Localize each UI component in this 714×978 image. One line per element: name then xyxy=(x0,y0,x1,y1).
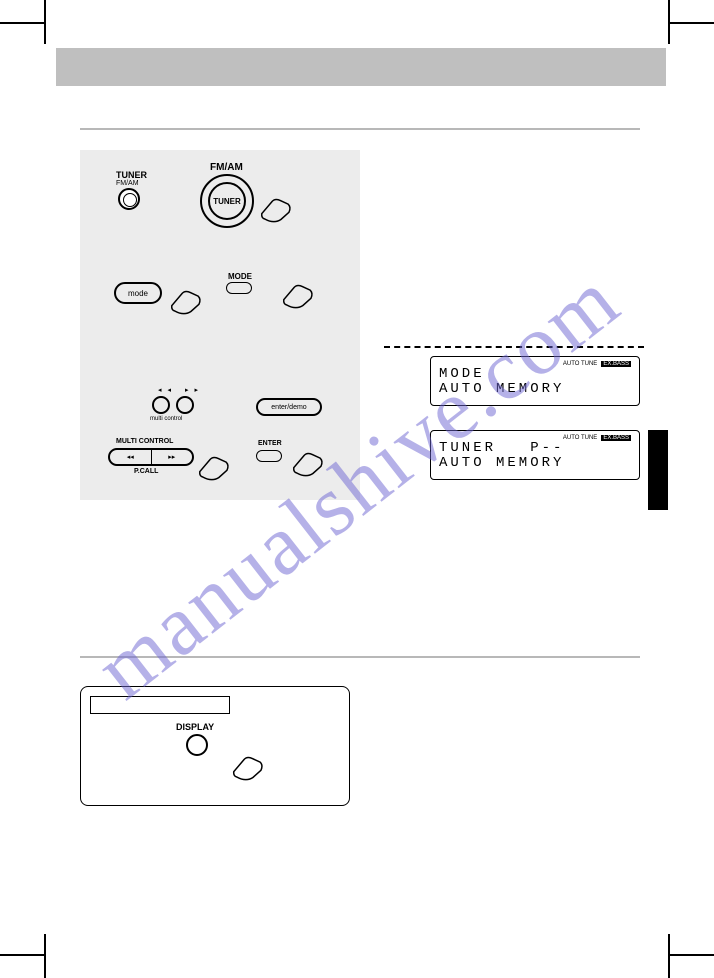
pcall-label: P.CALL xyxy=(134,468,158,475)
lcd-display-2: AUTO TUNE EX.BASS TUNER P-- AUTO MEMORY xyxy=(430,430,640,480)
auto-tune-tag: AUTO TUNE xyxy=(563,435,597,441)
tuner-button-big[interactable]: TUNER xyxy=(200,174,254,228)
display-inner-box xyxy=(90,696,230,714)
divider xyxy=(80,128,640,130)
forward-button[interactable]: ▸▸ xyxy=(152,450,193,464)
crop-mark xyxy=(0,954,44,956)
tuner-button-small[interactable] xyxy=(118,188,140,210)
crop-mark xyxy=(668,934,670,978)
prev-next-icons: ◂◂ ▸▸ xyxy=(158,386,204,394)
mode-label: MODE xyxy=(228,272,252,281)
crop-mark xyxy=(0,22,44,24)
prev-button[interactable] xyxy=(152,396,170,414)
mode-pill-text: mode xyxy=(128,289,148,298)
crop-mark xyxy=(44,0,46,44)
mode-button[interactable]: mode xyxy=(114,282,162,304)
tuner-big-text: TUNER xyxy=(213,197,241,206)
fmam-label: FM/AM xyxy=(210,162,243,173)
enter-oval-button[interactable] xyxy=(256,450,282,462)
tuner-label: TUNER xyxy=(116,170,147,180)
display-button[interactable] xyxy=(186,734,208,756)
exbass-tag: EX.BASS xyxy=(601,361,631,367)
lcd-line: MODE xyxy=(439,367,631,382)
divider xyxy=(80,656,640,658)
crop-mark xyxy=(670,22,714,24)
lcd-display-1: AUTO TUNE EX.BASS MODE AUTO MEMORY xyxy=(430,356,640,406)
crop-mark xyxy=(670,954,714,956)
next-button[interactable] xyxy=(176,396,194,414)
enter-pill-text: enter/demo xyxy=(271,404,306,411)
multi-control-title: MULTI CONTROL xyxy=(116,438,173,445)
enter-label: ENTER xyxy=(258,440,282,447)
lcd-line: AUTO MEMORY xyxy=(439,456,631,471)
rewind-button[interactable]: ◂◂ xyxy=(110,450,152,464)
exbass-tag: EX.BASS xyxy=(601,435,631,441)
lcd-line: AUTO MEMORY xyxy=(439,382,631,397)
crop-mark xyxy=(668,0,670,44)
multi-control-buttons xyxy=(152,396,194,414)
side-tab xyxy=(648,430,668,510)
multi-control-bar: ◂◂ ▸▸ xyxy=(108,448,194,466)
lcd-line: TUNER P-- xyxy=(439,441,631,456)
header-bar xyxy=(56,48,666,86)
display-label: DISPLAY xyxy=(176,722,214,732)
dashed-line xyxy=(384,346,644,348)
auto-tune-tag: AUTO TUNE xyxy=(563,361,597,367)
multi-control-label: multi control xyxy=(150,416,182,422)
crop-mark xyxy=(44,934,46,978)
mode-oval-button[interactable] xyxy=(226,282,252,294)
enter-demo-button[interactable]: enter/demo xyxy=(256,398,322,416)
fmam-small-label: FM/AM xyxy=(116,180,139,187)
